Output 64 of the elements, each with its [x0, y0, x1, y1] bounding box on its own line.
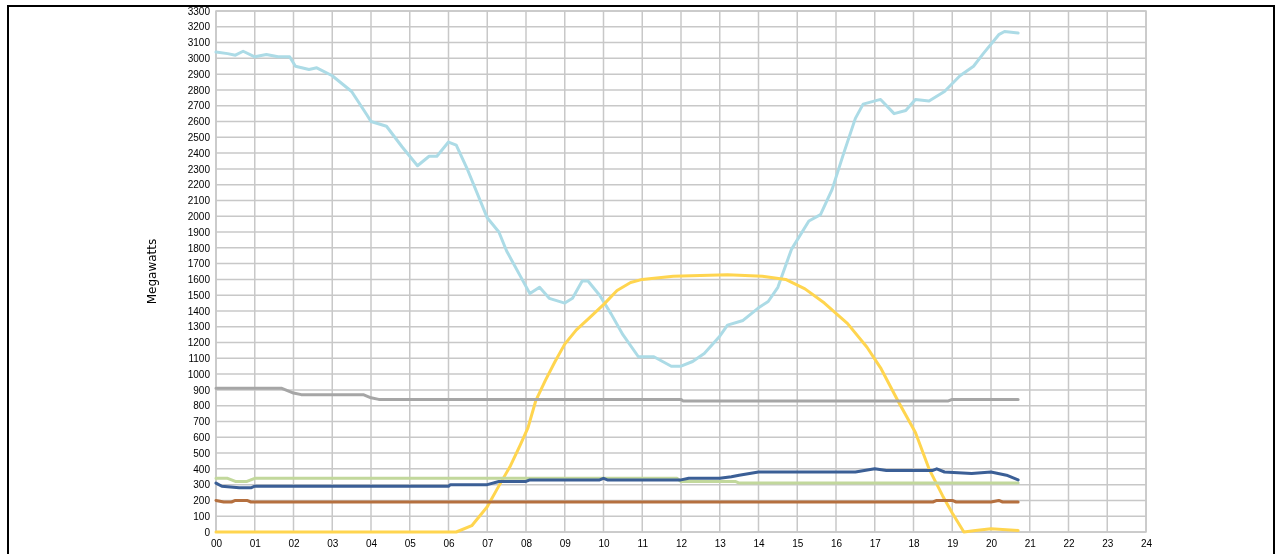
y-tick-label: 2300: [187, 163, 211, 175]
x-tick-label: 00: [210, 538, 223, 550]
x-tick-label: 09: [559, 538, 572, 550]
x-tick-label: 22: [1063, 538, 1075, 550]
y-tick-label: 400: [193, 463, 211, 475]
y-tick-label: 2700: [187, 100, 211, 112]
y-tick-label: 100: [193, 510, 211, 522]
y-tick-label: 1800: [187, 242, 211, 254]
line-series: [214, 386, 1020, 403]
x-tick-label: 24: [1140, 538, 1153, 550]
y-tick-label: 200: [193, 495, 211, 507]
y-tick-label: 500: [193, 447, 211, 459]
x-tick-label: 02: [288, 538, 300, 550]
y-tick-label: 3000: [187, 53, 211, 65]
y-tick-label: 2600: [187, 116, 211, 128]
y-tick-label: 300: [193, 479, 211, 491]
y-tick-label: 1200: [187, 337, 211, 349]
x-tick-label: 20: [985, 538, 998, 550]
y-tick-label: 2800: [187, 84, 211, 96]
y-tick-label: 600: [193, 431, 211, 443]
x-tick-label: 08: [520, 538, 533, 550]
x-tick-label: 14: [753, 538, 765, 550]
y-axis-title: Megawatts: [145, 238, 159, 305]
y-tick-label: 3100: [187, 37, 211, 49]
y-tick-label: 1100: [188, 353, 211, 365]
x-tick-label: 04: [365, 538, 378, 550]
x-tick-label: 10: [598, 538, 610, 550]
y-tick-label: 700: [193, 416, 211, 428]
y-tick-label: 2100: [187, 195, 211, 207]
line-series: [214, 273, 1020, 534]
y-tick-label: 1000: [187, 368, 211, 380]
x-tick-label: 17: [869, 538, 882, 550]
y-tick-label: 2000: [187, 210, 211, 222]
y-tick-label: 0: [204, 526, 211, 538]
x-tick-label: 16: [830, 538, 843, 550]
y-tick-label: 1600: [187, 274, 211, 286]
y-tick-label: 2900: [187, 68, 211, 80]
x-tick-label: 21: [1024, 538, 1037, 550]
x-tick-label: 07: [482, 538, 494, 550]
x-tick-label: 19: [947, 538, 959, 550]
y-tick-label: 2200: [187, 179, 211, 191]
y-tick-label: 2400: [187, 147, 211, 159]
y-tick-label: 3300: [187, 5, 211, 17]
y-tick-label: 1700: [187, 258, 211, 270]
y-tick-label: 800: [193, 400, 211, 412]
x-tick-label: 11: [637, 538, 649, 550]
y-tick-label: 900: [193, 384, 211, 396]
x-tick-label: 23: [1102, 538, 1114, 550]
x-tick-label: 03: [327, 538, 339, 550]
line-series: [214, 467, 1020, 490]
y-tick-label: 3200: [187, 21, 211, 33]
y-tick-label: 1900: [187, 226, 211, 238]
x-tick-label: 18: [908, 538, 920, 550]
x-tick-label: 01: [249, 538, 262, 550]
x-tick-label: 06: [443, 538, 455, 550]
y-tick-label: 1300: [187, 321, 211, 333]
x-tick-label: 12: [675, 538, 688, 550]
y-tick-label: 1500: [187, 289, 211, 301]
y-tick-label: 1400: [187, 305, 211, 317]
x-tick-label: 15: [792, 538, 804, 550]
x-tick-label: 13: [714, 538, 727, 550]
x-tick-label: 05: [404, 538, 417, 550]
line-series: [214, 30, 1020, 368]
y-tick-label: 2500: [187, 132, 211, 143]
